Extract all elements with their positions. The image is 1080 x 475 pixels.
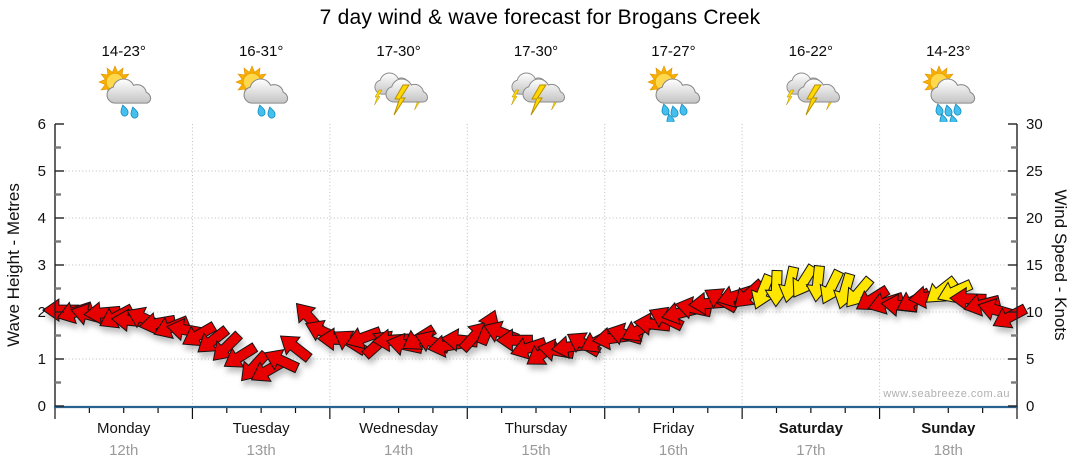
weather-icon xyxy=(230,64,292,122)
day-date-label: 15th xyxy=(521,442,551,459)
weather-icon xyxy=(642,64,704,126)
left-tick-label: 4 xyxy=(38,210,46,227)
day-name-label: Wednesday xyxy=(359,420,439,437)
temp-range-label: 14-23° xyxy=(101,43,146,60)
sun-cloud-rain-icon xyxy=(647,65,701,126)
weather-icon xyxy=(780,64,842,122)
weather-icon xyxy=(93,64,155,122)
temp-range-label: 17-27° xyxy=(651,43,696,60)
day-name-label: Saturday xyxy=(778,420,843,437)
day-name-label: Friday xyxy=(652,420,695,437)
left-tick-label: 0 xyxy=(38,398,46,415)
wind-arrow xyxy=(197,325,231,353)
day-date-label: 13th xyxy=(246,442,276,459)
wind-arrow xyxy=(949,286,987,311)
weather-icon xyxy=(917,64,979,127)
day-name-label: Thursday xyxy=(504,420,568,437)
weather-icon xyxy=(368,64,430,122)
wind-arrow xyxy=(510,337,548,360)
right-tick-label: 10 xyxy=(1026,304,1043,321)
wind-arrow xyxy=(263,349,300,374)
left-tick-label: 2 xyxy=(38,304,46,321)
day-date-label: 18th xyxy=(933,442,963,459)
wind-arrow xyxy=(223,342,259,368)
temp-range-label: 16-22° xyxy=(788,43,834,60)
temp-range-label: 17-30° xyxy=(376,43,421,60)
weather-icon xyxy=(505,64,567,122)
wind-arrow xyxy=(212,330,244,361)
right-tick-label: 5 xyxy=(1026,351,1034,368)
left-tick-label: 6 xyxy=(38,116,46,133)
wind-arrow xyxy=(495,328,533,353)
wind-arrow xyxy=(734,278,766,308)
day-date-label: 12th xyxy=(109,442,139,459)
storm-icon xyxy=(373,72,428,116)
left-tick-label: 1 xyxy=(38,351,46,368)
wind-arrow xyxy=(345,326,383,350)
wind-arrow xyxy=(182,321,218,347)
temp-range-label: 14-23° xyxy=(926,43,971,60)
storm-icon xyxy=(786,72,840,116)
sun-cloud-rain-icon xyxy=(235,65,289,119)
sun-cloud-rain-icon xyxy=(97,65,151,119)
right-tick-label: 25 xyxy=(1026,163,1043,180)
day-name-label: Tuesday xyxy=(232,420,290,437)
wind-arrow-series xyxy=(42,263,1029,382)
day-date-label: 16th xyxy=(658,442,689,459)
day-name-label: Monday xyxy=(97,420,151,437)
storm-icon xyxy=(511,72,566,116)
day-date-label: 17th xyxy=(796,442,826,459)
left-tick-label: 3 xyxy=(38,257,46,274)
day-date-label: 14th xyxy=(383,442,414,459)
wind-arrow xyxy=(83,301,122,326)
sun-cloud-rain-icon xyxy=(922,65,976,127)
right-tick-label: 15 xyxy=(1026,257,1043,274)
day-name-label: Sunday xyxy=(921,420,976,437)
right-tick-label: 30 xyxy=(1026,116,1043,133)
chart-title: 7 day wind & wave forecast for Brogans C… xyxy=(319,6,761,29)
watermark: www.seabreeze.com.au xyxy=(883,388,1010,400)
wind-arrow xyxy=(279,335,313,363)
right-tick-label: 0 xyxy=(1026,398,1034,415)
wind-arrow xyxy=(750,273,775,310)
left-tick-label: 5 xyxy=(38,163,46,180)
wind-arrow xyxy=(992,303,1029,329)
wind-arrow xyxy=(138,311,177,336)
temp-range-label: 16-31° xyxy=(238,43,284,60)
temp-range-label: 17-30° xyxy=(513,43,559,60)
right-tick-label: 20 xyxy=(1026,210,1043,227)
